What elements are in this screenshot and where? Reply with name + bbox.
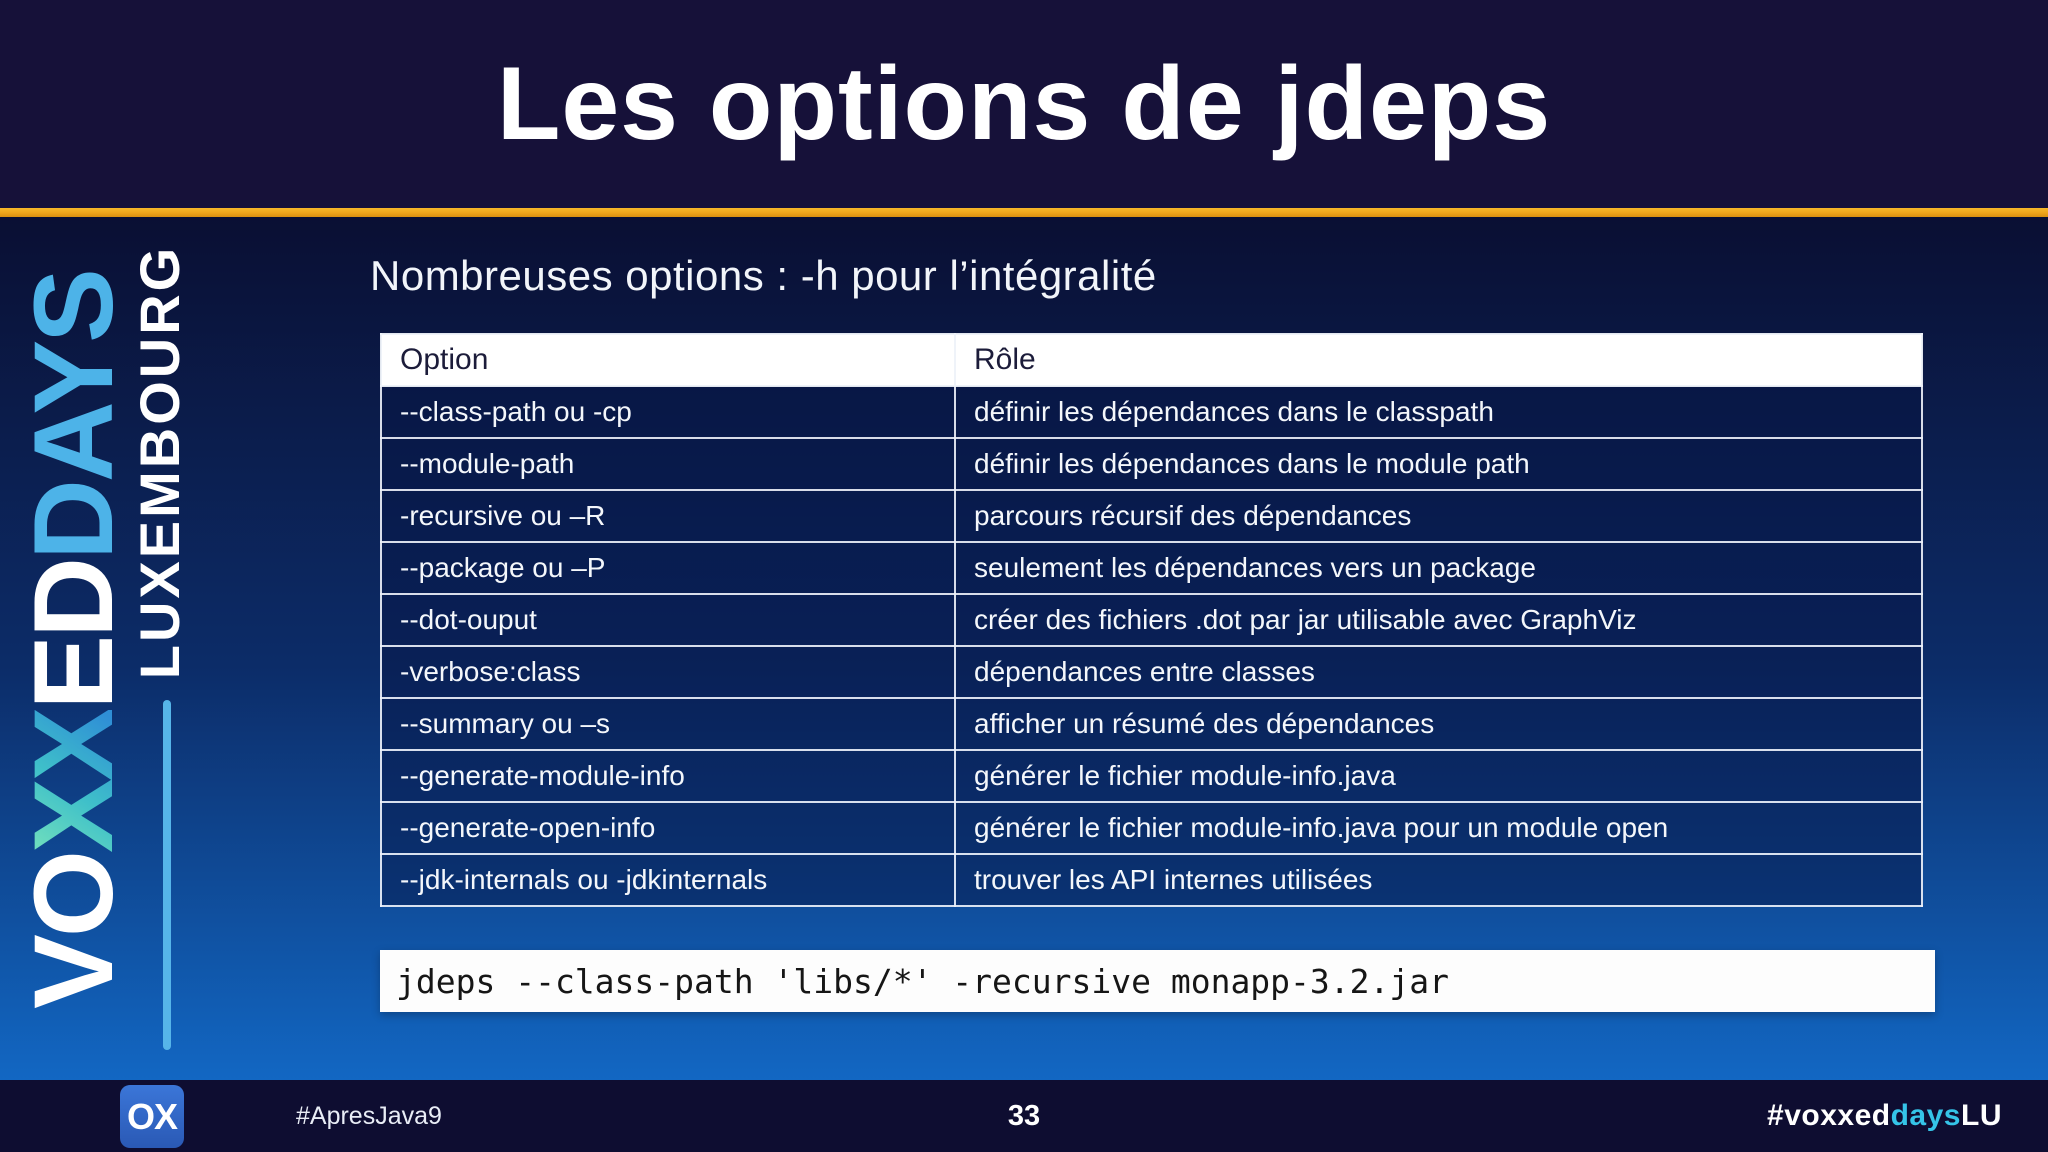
page-title: Les options de jdeps [496,45,1552,162]
voxxed-days-logo: VO XX ED DAYS [11,245,136,1035]
option-cell: -verbose:class [380,645,956,699]
role-cell: dépendances entre classes [954,645,1923,699]
option-column-header: Option [380,333,956,387]
role-column-header: Rôle [954,333,1923,387]
option-cell: --generate-module-info [380,749,956,803]
option-cell: --jdk-internals ou -jdkinternals [380,853,956,907]
option-cell: --class-path ou -cp [380,385,956,439]
logo-accent-line [163,700,171,1050]
role-cell: trouver les API internes utilisées [954,853,1923,907]
voxxed-hashtag-days: days [1890,1099,1961,1132]
footer: OX #ApresJava9 33 #voxxed days LU [0,1080,2048,1152]
role-cell: définir les dépendances dans le module p… [954,437,1923,491]
role-cell: seulement les dépendances vers un packag… [954,541,1923,595]
option-cell: --summary ou –s [380,697,956,751]
logo-voxxed-vo: VO [11,853,136,1009]
event-hashtag: #ApresJava9 [296,1101,442,1130]
logo-voxxed-xx: XX [11,709,136,854]
table-row: --dot-ouput créer des fichiers .dot par … [380,593,1923,647]
logo-days: DAYS [11,271,136,561]
table-row: --class-path ou -cp définir les dépendan… [380,385,1923,439]
option-cell: -recursive ou –R [380,489,956,543]
luxembourg-label: LUXEMBOURG [128,244,191,680]
role-cell: générer le fichier module-info.java [954,749,1923,803]
accent-divider [0,208,2048,217]
table-row: -verbose:class dépendances entre classes [380,645,1923,699]
table-row: --module-path définir les dépendances da… [380,437,1923,491]
option-cell: --dot-ouput [380,593,956,647]
option-cell: --module-path [380,437,956,491]
command-example: jdeps --class-path 'libs/*' -recursive m… [380,950,1935,1012]
role-cell: définir les dépendances dans le classpat… [954,385,1923,439]
role-cell: parcours récursif des dépendances [954,489,1923,543]
voxxed-hashtag-prefix: #voxxed [1767,1099,1891,1132]
role-cell: afficher un résumé des dépendances [954,697,1923,751]
option-cell: --generate-open-info [380,801,956,855]
option-cell: --package ou –P [380,541,956,595]
ox-logo: OX [120,1085,184,1148]
options-table: Option Rôle --class-path ou -cp définir … [380,333,1923,907]
slide-subtitle: Nombreuses options : -h pour l’intégrali… [370,252,1157,299]
table-row: -recursive ou –R parcours récursif des d… [380,489,1923,543]
table-row: --jdk-internals ou -jdkinternals trouver… [380,853,1923,907]
role-cell: créer des fichiers .dot par jar utilisab… [954,593,1923,647]
page-number: 33 [1007,1099,1041,1132]
table-row: --generate-open-info générer le fichier … [380,801,1923,855]
logo-voxxed-ed: ED [11,560,136,710]
voxxed-hashtag-suffix: LU [1961,1099,2002,1132]
table-row: --package ou –P seulement les dépendance… [380,541,1923,595]
voxxed-hashtag: #voxxed days LU [1767,1080,2002,1152]
table-row: --summary ou –s afficher un résumé des d… [380,697,1923,751]
table-row: --generate-module-info générer le fichie… [380,749,1923,803]
title-banner: Les options de jdeps [0,0,2048,208]
table-header-row: Option Rôle [380,333,1923,387]
role-cell: générer le fichier module-info.java pour… [954,801,1923,855]
